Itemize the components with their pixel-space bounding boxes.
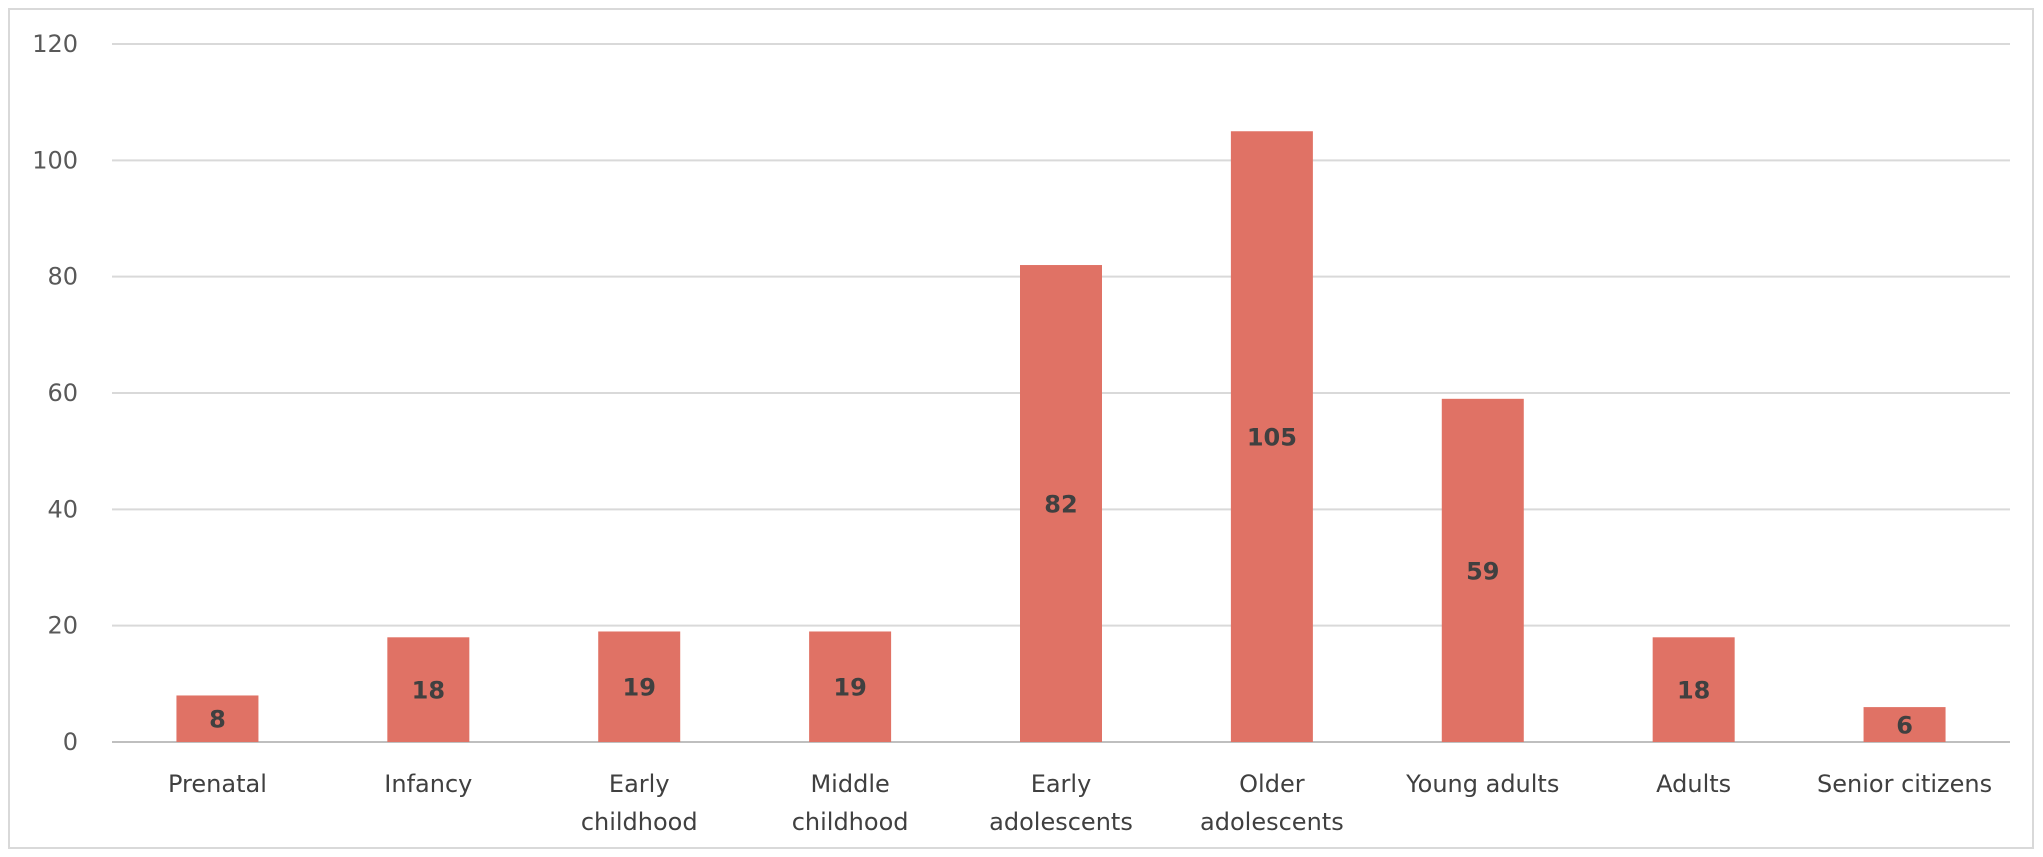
bar <box>387 637 470 742</box>
x-tick-label: Prenatal <box>168 770 267 798</box>
x-tick-label: Early <box>609 770 670 798</box>
data-label: 18 <box>1677 677 1710 705</box>
bar <box>598 631 681 742</box>
data-label: 82 <box>1044 491 1077 519</box>
data-label: 105 <box>1247 424 1297 452</box>
y-tick-label: 80 <box>47 263 78 291</box>
bar <box>1863 707 1946 742</box>
x-axis-ticks: Prenatal Infancy Early childhood Middle child… <box>168 770 1992 836</box>
bar <box>1441 398 1524 742</box>
x-tick-label: Adults <box>1656 770 1731 798</box>
bar <box>176 695 259 742</box>
x-tick-label: Older <box>1239 770 1305 798</box>
bar <box>809 631 892 742</box>
bar <box>1230 131 1313 742</box>
x-tick-label: Early <box>1031 770 1092 798</box>
bar <box>1652 637 1735 742</box>
data-label: 19 <box>833 674 866 702</box>
data-label: 18 <box>412 677 445 705</box>
x-tick-label: childhood <box>581 808 698 836</box>
y-tick-label: 100 <box>32 146 78 174</box>
y-axis-ticks: 0 20 40 60 80 100 120 <box>32 30 78 756</box>
x-tick-label: childhood <box>792 808 909 836</box>
data-labels: 8 18 19 19 82 105 59 18 6 <box>209 424 1913 740</box>
bars <box>176 131 1946 742</box>
x-tick-label: Infancy <box>384 770 472 798</box>
data-label: 19 <box>623 674 656 702</box>
x-tick-label: adolescents <box>1200 808 1344 836</box>
y-tick-label: 120 <box>32 30 78 58</box>
x-tick-label: Middle <box>810 770 889 798</box>
x-tick-label: Senior citizens <box>1817 770 1992 798</box>
y-tick-label: 40 <box>47 495 78 523</box>
data-label: 8 <box>209 706 226 734</box>
y-tick-label: 60 <box>47 379 78 407</box>
x-tick-label: adolescents <box>989 808 1133 836</box>
y-tick-label: 20 <box>47 612 78 640</box>
data-label: 59 <box>1466 557 1499 585</box>
data-label: 6 <box>1896 712 1913 740</box>
x-tick-label: Young adults <box>1405 770 1559 798</box>
bar <box>1020 265 1102 742</box>
y-tick-label: 0 <box>63 728 78 756</box>
